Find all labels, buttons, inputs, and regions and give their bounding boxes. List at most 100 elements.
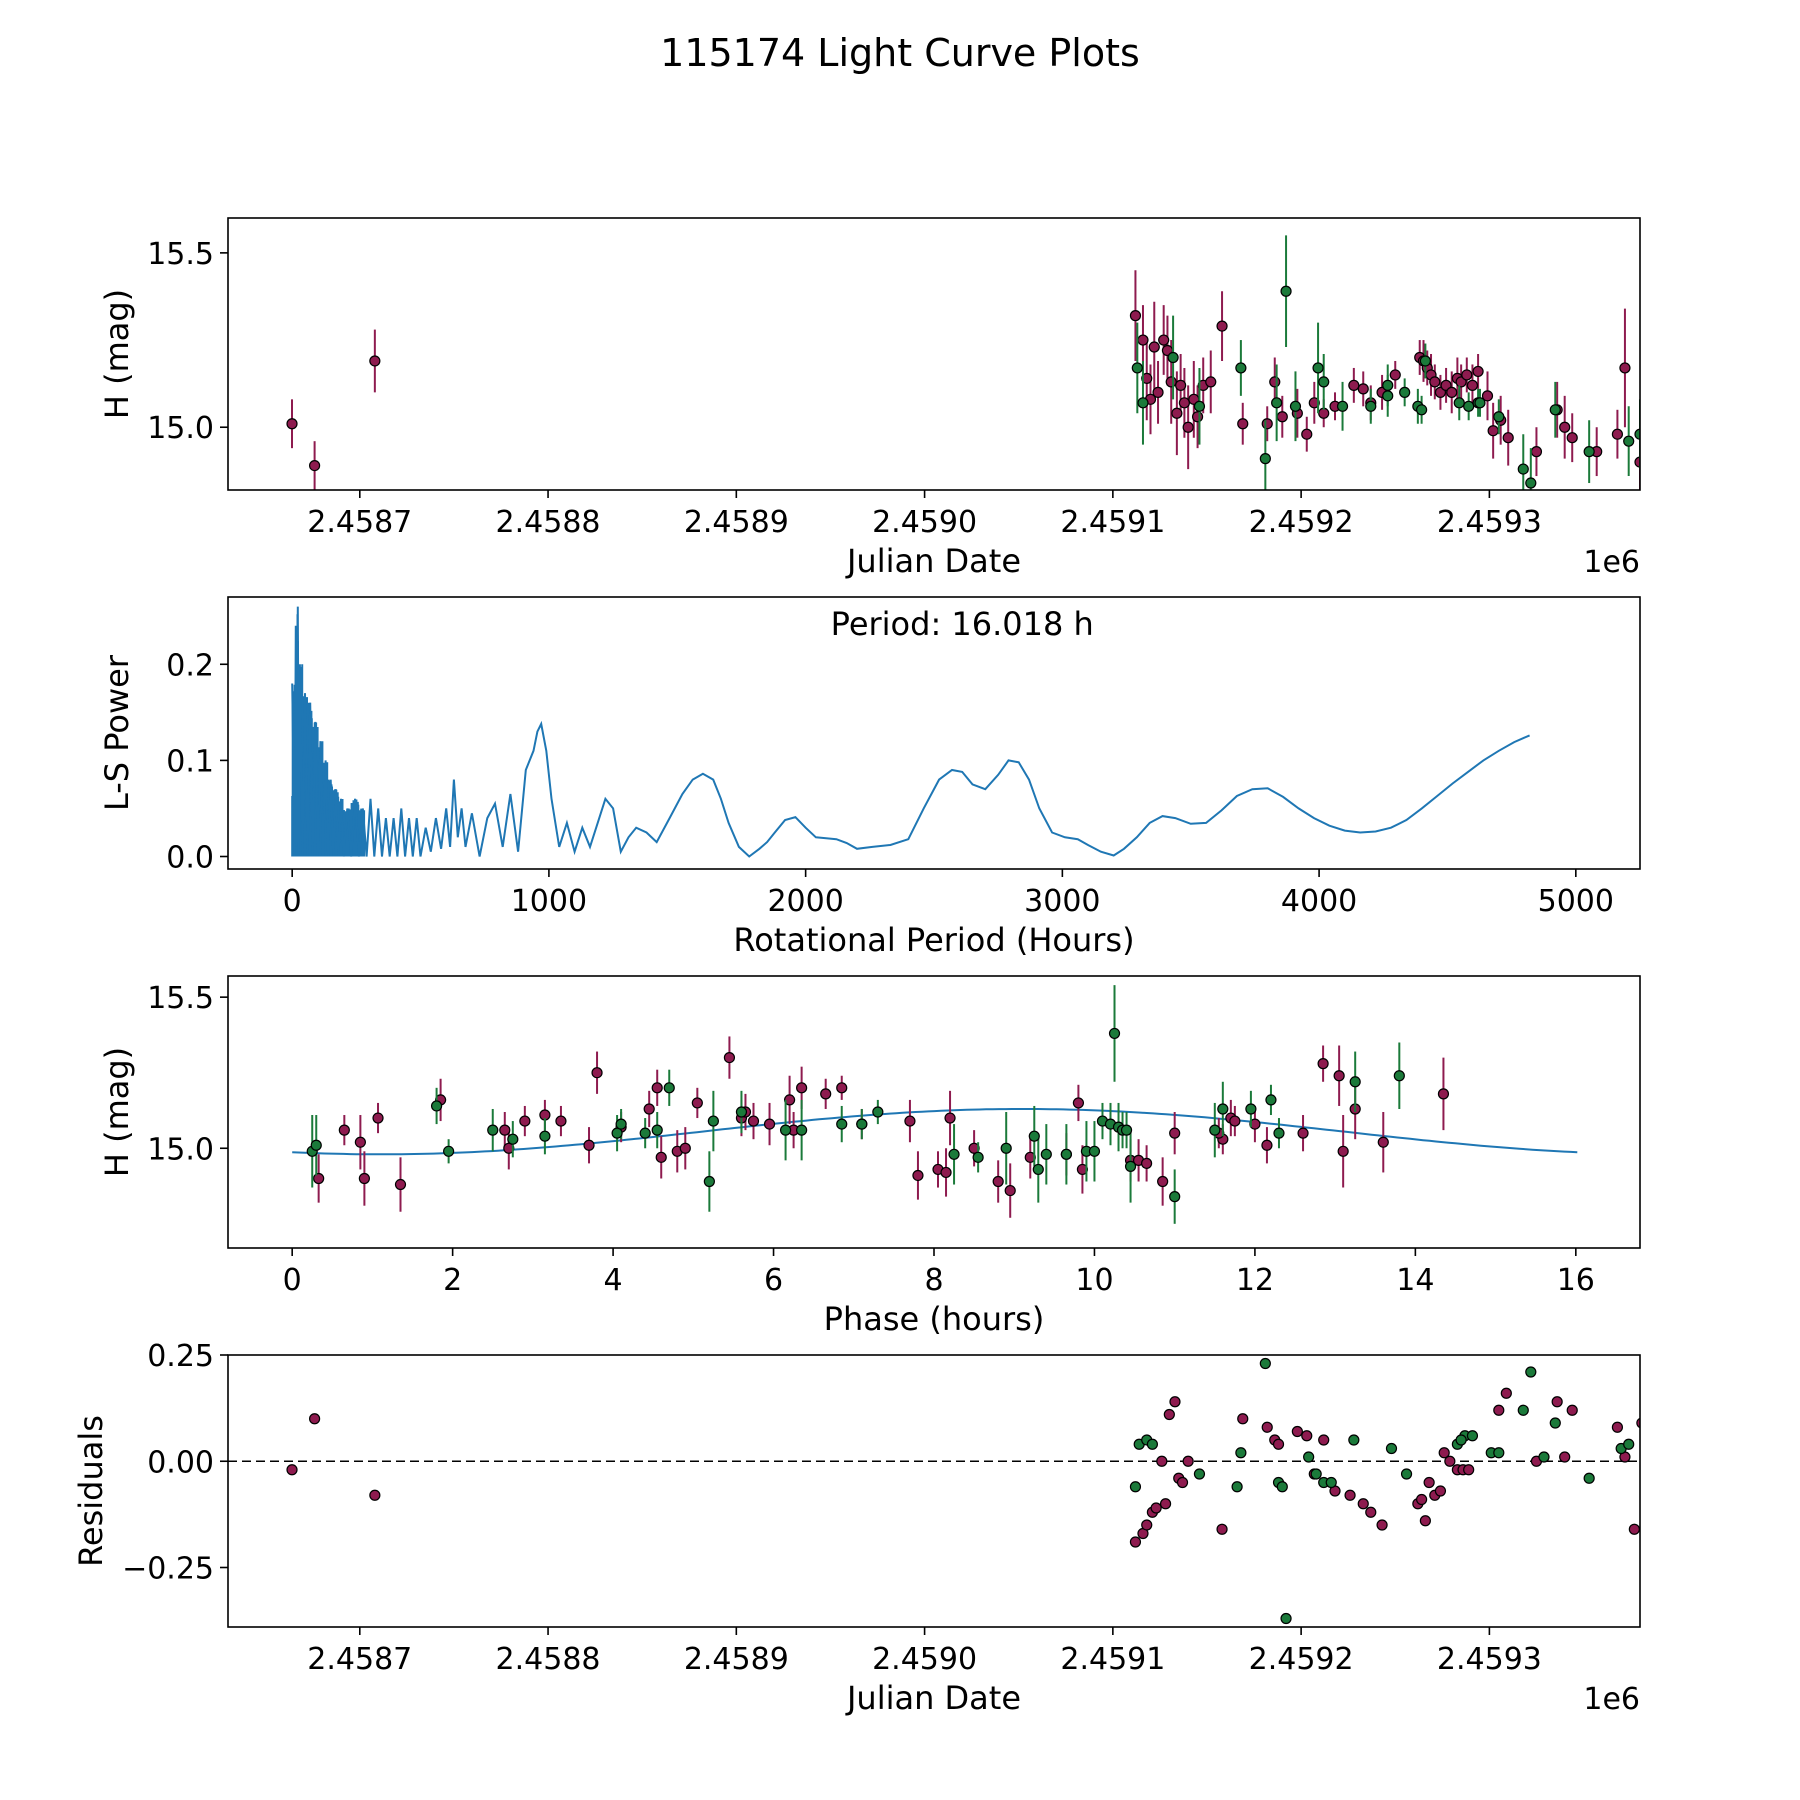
data-point (1746, 1431, 1756, 1441)
data-point (1636, 1417, 1640, 1429)
data-point (1348, 379, 1360, 391)
data-point (1389, 369, 1401, 381)
data-point (1690, 1448, 1700, 1458)
data-point (1661, 485, 1671, 495)
data-point (948, 1148, 960, 1160)
data-point (539, 1130, 551, 1142)
x-tick-label: 2.4591 (1060, 1642, 1165, 1677)
data-point (663, 1082, 675, 1094)
data-point (1280, 285, 1292, 297)
data-point (1216, 320, 1228, 332)
data-point (1028, 1130, 1040, 1142)
x-axis-label: Rotational Period (Hours) (733, 921, 1134, 959)
data-point (1686, 447, 1696, 457)
data-point (1446, 386, 1458, 398)
data-point (1060, 1148, 1072, 1160)
data-point (1517, 463, 1529, 475)
data-point (1695, 419, 1705, 429)
data-point (1276, 1481, 1288, 1493)
data-point (430, 1100, 443, 1112)
data-point (1261, 1139, 1273, 1151)
data-point (1176, 1476, 1189, 1489)
data-point (904, 1115, 916, 1127)
data-point (735, 1106, 748, 1118)
data-point (1108, 1027, 1121, 1040)
data-point (1357, 1498, 1369, 1510)
x-axis-label: Phase (hours) (824, 1300, 1045, 1338)
x-tick-label: 2 (443, 1263, 462, 1298)
data-point (369, 355, 381, 367)
data-point (747, 1115, 760, 1127)
y-tick-label: 15.5 (147, 237, 214, 272)
x-tick-label: 2.4591 (1060, 505, 1165, 540)
data-point (591, 1067, 603, 1079)
data-point (1393, 1070, 1405, 1082)
data-point (1032, 1163, 1044, 1176)
data-point (1549, 1417, 1561, 1429)
data-point (655, 1151, 667, 1163)
data-point (1525, 1366, 1537, 1378)
data-point (1129, 310, 1142, 322)
data-point (1665, 436, 1675, 446)
data-point (1634, 456, 1640, 468)
x-tick-label: 16 (1557, 1263, 1595, 1298)
x-offset-label: 1e6 (1583, 545, 1640, 580)
data-point (310, 1139, 322, 1151)
data-point (1423, 1476, 1435, 1489)
data-point (1493, 411, 1505, 423)
data-point (1191, 411, 1204, 423)
data-point (1559, 1451, 1571, 1463)
axes-frame (227, 975, 1641, 1249)
residuals-data (228, 1357, 1756, 1625)
data-point (555, 1115, 567, 1127)
data-point (1453, 397, 1465, 409)
data-point (1318, 1434, 1330, 1446)
data-point (1654, 433, 1664, 443)
data-point (1178, 397, 1190, 409)
data-point (1493, 1404, 1505, 1416)
data-point (1695, 1444, 1705, 1454)
data-point (1348, 1434, 1360, 1446)
data-point (1171, 407, 1183, 419)
data-point (707, 1115, 719, 1127)
data-point (369, 1489, 381, 1501)
data-point (1209, 1124, 1221, 1136)
data-point (615, 1118, 627, 1130)
x-tick-label: 1000 (511, 884, 587, 919)
data-point (1376, 1519, 1388, 1531)
data-point (1169, 1191, 1181, 1203)
data-point (1455, 1434, 1467, 1446)
x-axis-label: Julian Date (845, 542, 1021, 580)
y-axis-label: L-S Power (98, 654, 136, 811)
data-point (1271, 397, 1283, 409)
data-point (1141, 372, 1153, 385)
data-point (779, 1124, 792, 1136)
y-tick-label: 15.5 (147, 981, 214, 1016)
x-tick-label: 5000 (1538, 884, 1614, 919)
data-point (286, 1464, 298, 1476)
data-point (1611, 1421, 1624, 1433)
data-point (1669, 405, 1679, 415)
data-point (1273, 1127, 1285, 1139)
data-point (1137, 397, 1149, 409)
data-point (836, 1082, 848, 1094)
data-point (1628, 1523, 1640, 1535)
data-point (763, 1118, 776, 1130)
data-point (1463, 1464, 1475, 1476)
data-point (1643, 457, 1653, 467)
y-axis-label: Residuals (72, 1415, 110, 1567)
data-point (1419, 355, 1431, 367)
y-tick-label: 15.0 (147, 411, 214, 446)
data-point (1301, 1430, 1313, 1442)
y-axis-label: H (mag) (98, 289, 136, 419)
data-point (1634, 428, 1640, 440)
data-point (1137, 334, 1149, 346)
data-point (1487, 425, 1499, 437)
x-tick-label: 3000 (1024, 884, 1100, 919)
data-point (1538, 1451, 1550, 1463)
x-tick-label: 0 (283, 884, 302, 919)
data-point (1229, 1115, 1241, 1127)
data-point (691, 1097, 703, 1109)
data-point (1382, 379, 1394, 391)
y-tick-label: 0.1 (166, 744, 214, 779)
